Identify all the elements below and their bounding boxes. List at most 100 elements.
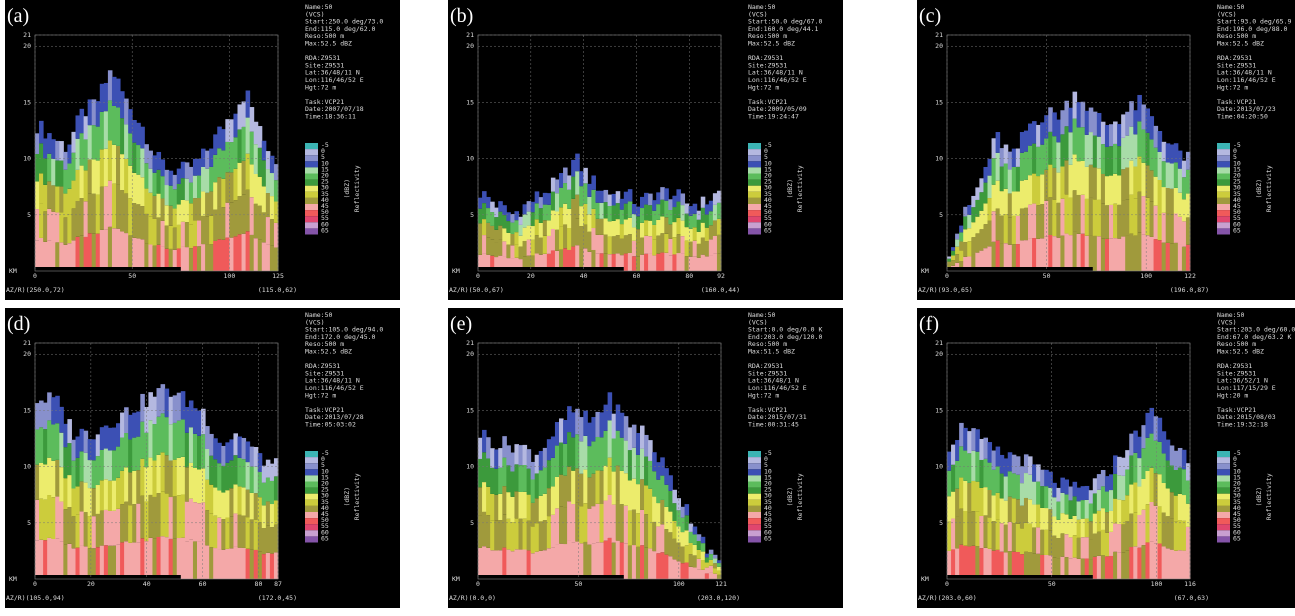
reflectivity-cell bbox=[100, 112, 105, 149]
reflectivity-cell bbox=[140, 538, 145, 579]
reflectivity-cell bbox=[88, 516, 93, 548]
reflectivity-cell bbox=[1166, 243, 1171, 271]
reflectivity-cell bbox=[1129, 161, 1134, 195]
reflectivity-cell bbox=[1028, 239, 1033, 271]
reflectivity-cell bbox=[1024, 180, 1029, 208]
reflectivity-cell bbox=[189, 224, 194, 248]
reflectivity-cell bbox=[955, 254, 960, 263]
footer-left: AZ/R)(93.0,65) bbox=[918, 286, 973, 294]
reflectivity-cell bbox=[506, 245, 511, 259]
legend-swatch bbox=[748, 216, 761, 222]
legend-unit: (dBZ) bbox=[343, 179, 351, 199]
reflectivity-cell bbox=[193, 468, 198, 502]
reflectivity-cell bbox=[502, 241, 507, 256]
reflectivity-cell bbox=[229, 548, 234, 579]
reflectivity-cell bbox=[979, 178, 984, 192]
reflectivity-cell bbox=[1060, 199, 1065, 236]
reflectivity-cell bbox=[221, 240, 226, 271]
reflectivity-cell bbox=[213, 182, 218, 209]
reflectivity-cell bbox=[1101, 486, 1106, 508]
reflectivity-cell bbox=[1166, 143, 1171, 162]
reflectivity-cell bbox=[71, 181, 76, 209]
reflectivity-cell bbox=[67, 214, 72, 243]
reflectivity-cell bbox=[35, 182, 40, 210]
reflectivity-cell bbox=[1077, 102, 1082, 127]
reflectivity-cell bbox=[120, 542, 125, 579]
reflectivity-cell bbox=[108, 70, 113, 100]
reflectivity-cell bbox=[213, 516, 218, 548]
reflectivity-cell bbox=[47, 154, 52, 182]
reflectivity-cell bbox=[205, 151, 210, 169]
reflectivity-cell bbox=[108, 100, 113, 140]
reflectivity-cell bbox=[1085, 135, 1090, 167]
reflectivity-cell bbox=[67, 419, 72, 443]
reflectivity-cell bbox=[604, 218, 609, 234]
reflectivity-cell bbox=[595, 219, 600, 235]
reflectivity-cell bbox=[229, 172, 234, 202]
reflectivity-cell bbox=[992, 242, 997, 271]
reflectivity-cell bbox=[1077, 501, 1082, 519]
reflectivity-cell bbox=[1174, 188, 1179, 214]
reflectivity-cell bbox=[92, 460, 97, 488]
reflectivity-cell bbox=[510, 471, 515, 496]
reflectivity-cell bbox=[1158, 131, 1163, 152]
reflectivity-cell bbox=[100, 450, 105, 480]
legend-swatch bbox=[748, 524, 761, 530]
reflectivity-cell bbox=[1129, 485, 1134, 514]
reflectivity-cell bbox=[1060, 236, 1065, 271]
reflectivity-cell bbox=[575, 434, 580, 468]
reflectivity-cell bbox=[76, 115, 81, 138]
reflectivity-cell bbox=[1162, 513, 1167, 547]
legend-swatch bbox=[748, 186, 761, 192]
reflectivity-cell bbox=[108, 481, 113, 511]
reflectivity-cell bbox=[478, 198, 483, 209]
reflectivity-cell bbox=[963, 229, 968, 242]
reflectivity-cell bbox=[63, 424, 68, 447]
reflectivity-cell bbox=[1097, 556, 1102, 579]
reflectivity-cell bbox=[644, 435, 649, 457]
reflectivity-cell bbox=[685, 504, 690, 515]
reflectivity-cell bbox=[1121, 476, 1126, 500]
reflectivity-cell bbox=[988, 442, 993, 463]
reflectivity-cell bbox=[1016, 191, 1021, 215]
x-tick-label: 100 bbox=[673, 580, 685, 588]
legend-swatch bbox=[305, 518, 318, 524]
reflectivity-cell bbox=[1008, 497, 1013, 522]
reflectivity-cell bbox=[213, 134, 218, 154]
reflectivity-cell bbox=[1141, 510, 1146, 545]
reflectivity-cell bbox=[1154, 506, 1159, 543]
reflectivity-cell bbox=[620, 413, 625, 438]
reflectivity-cell bbox=[1032, 121, 1037, 143]
reflectivity-cell bbox=[80, 481, 85, 511]
reflectivity-cell bbox=[128, 472, 133, 505]
reflectivity-cell bbox=[1093, 534, 1098, 557]
reflectivity-cell bbox=[988, 220, 993, 246]
reflectivity-cell bbox=[1036, 147, 1041, 176]
reflectivity-cell bbox=[157, 417, 162, 455]
reflectivity-cell bbox=[595, 542, 600, 579]
reflectivity-cell bbox=[35, 465, 40, 500]
reflectivity-cell bbox=[523, 214, 528, 227]
reflectivity-cell bbox=[96, 434, 101, 456]
reflectivity-cell bbox=[672, 207, 677, 222]
reflectivity-cell bbox=[1170, 144, 1175, 163]
reflectivity-cell bbox=[600, 471, 605, 504]
reflectivity-cell bbox=[205, 217, 210, 245]
reflectivity-cell bbox=[1093, 136, 1098, 168]
reflectivity-cell bbox=[616, 500, 621, 540]
reflectivity-cell bbox=[591, 474, 596, 506]
reflectivity-cell bbox=[668, 199, 673, 210]
reflectivity-cell bbox=[205, 449, 210, 480]
reflectivity-cell bbox=[693, 534, 698, 544]
reflectivity-cell bbox=[612, 472, 617, 505]
reflectivity-cell bbox=[628, 480, 633, 510]
reflectivity-cell bbox=[571, 177, 576, 199]
reflectivity-cell bbox=[988, 549, 993, 579]
reflectivity-cell bbox=[604, 202, 609, 218]
reflectivity-cell bbox=[1105, 176, 1110, 205]
reflectivity-cell bbox=[996, 550, 1001, 579]
legend-unit: (dBZ) bbox=[1255, 487, 1263, 507]
reflectivity-cell bbox=[47, 538, 52, 579]
reflectivity-cell bbox=[262, 242, 267, 271]
reflectivity-cell bbox=[640, 223, 645, 238]
